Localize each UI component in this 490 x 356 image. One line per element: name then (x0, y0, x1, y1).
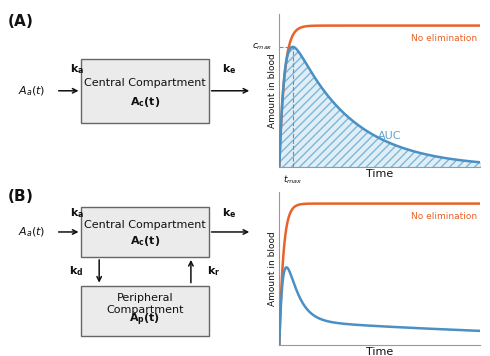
FancyBboxPatch shape (81, 207, 209, 257)
Text: $\mathbf{k_d}$: $\mathbf{k_d}$ (69, 265, 83, 278)
Text: $\mathbf{k_a}$: $\mathbf{k_a}$ (71, 62, 85, 76)
Text: $\mathbf{k_e}$: $\mathbf{k_e}$ (222, 207, 236, 220)
Text: $\mathbf{A_p(t)}$: $\mathbf{A_p(t)}$ (129, 312, 161, 328)
Text: $\bf{(A)}$: $\bf{(A)}$ (7, 12, 34, 30)
Y-axis label: Amount in blood: Amount in blood (268, 231, 276, 306)
X-axis label: Time: Time (366, 347, 393, 356)
Text: Central Compartment: Central Compartment (84, 220, 206, 230)
Text: No elimination: No elimination (411, 212, 477, 221)
Text: $\mathbf{k_e}$: $\mathbf{k_e}$ (222, 62, 236, 76)
FancyBboxPatch shape (81, 59, 209, 122)
Text: $A_a(t)$: $A_a(t)$ (18, 225, 45, 239)
FancyBboxPatch shape (81, 286, 209, 336)
Y-axis label: Amount in blood: Amount in blood (268, 53, 276, 128)
Text: $\mathbf{A_c(t)}$: $\mathbf{A_c(t)}$ (130, 234, 160, 248)
Text: No elimination: No elimination (411, 34, 477, 43)
X-axis label: Time: Time (366, 169, 393, 179)
Text: $\bf{(B)}$: $\bf{(B)}$ (7, 187, 34, 205)
Text: $A_a(t)$: $A_a(t)$ (18, 84, 45, 98)
Text: $\mathbf{A_c(t)}$: $\mathbf{A_c(t)}$ (130, 95, 160, 109)
Text: $c_{max}$: $c_{max}$ (252, 42, 273, 52)
Text: $\mathbf{k_a}$: $\mathbf{k_a}$ (71, 207, 85, 220)
Text: Peripheral
Compartment: Peripheral Compartment (106, 293, 184, 315)
Text: AUC: AUC (378, 131, 401, 141)
Text: $\mathbf{k_r}$: $\mathbf{k_r}$ (207, 265, 220, 278)
Text: $t_{max}$: $t_{max}$ (283, 173, 302, 186)
Text: Central Compartment: Central Compartment (84, 78, 206, 88)
